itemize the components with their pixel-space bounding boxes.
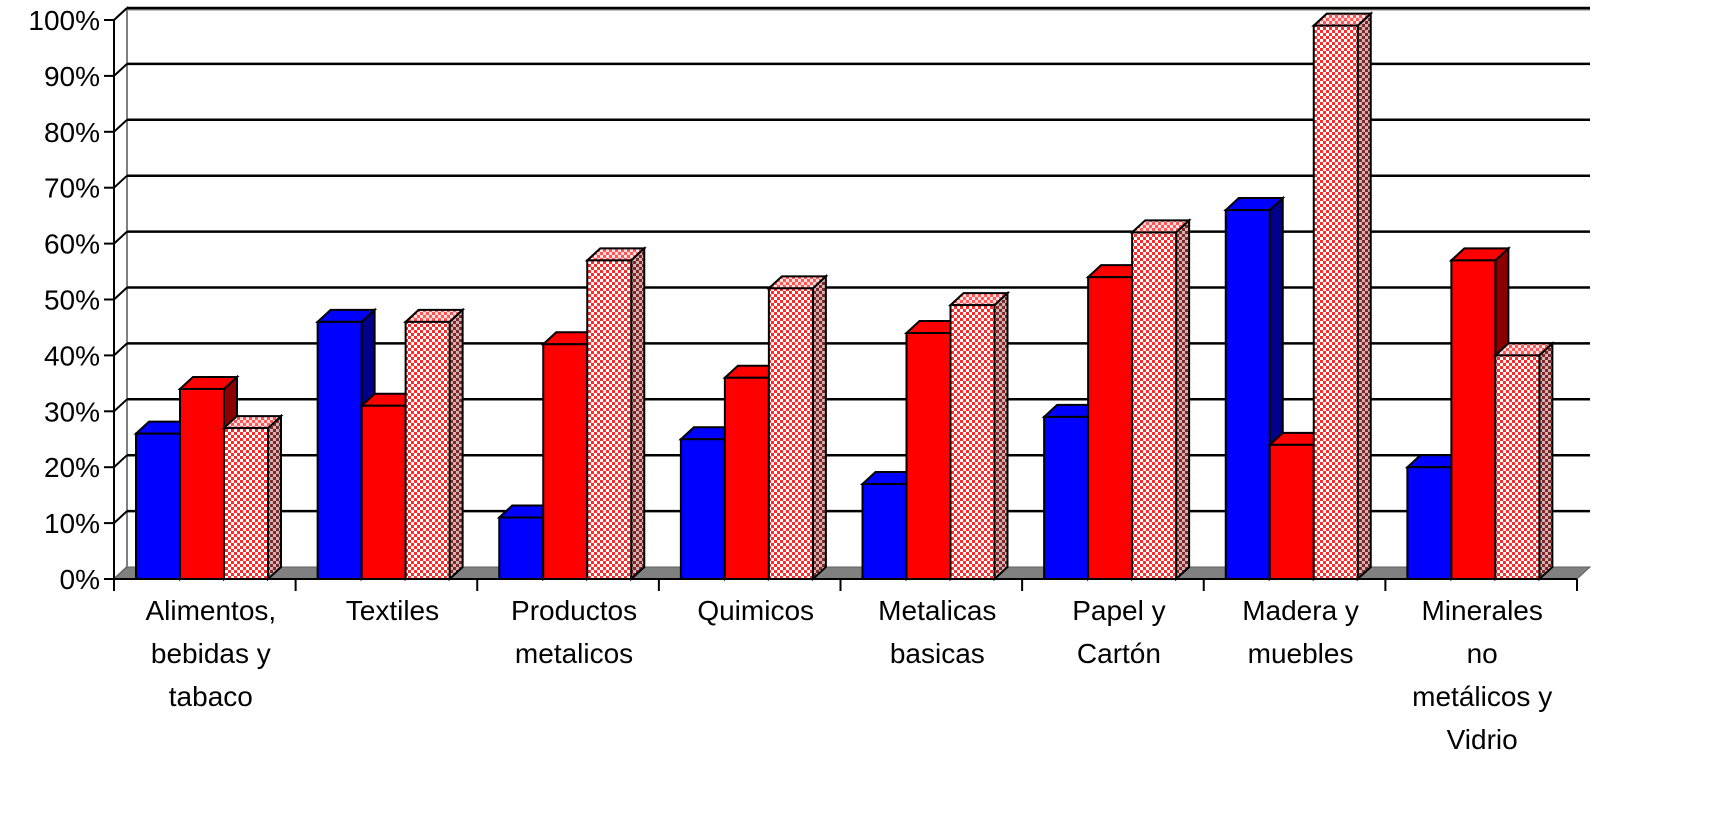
bar-front bbox=[949, 304, 996, 580]
bar-front bbox=[679, 438, 726, 580]
bar-front bbox=[498, 516, 545, 581]
y-tick-label: 20% bbox=[44, 452, 100, 483]
gridline-side bbox=[113, 398, 128, 413]
bars bbox=[133, 11, 1555, 582]
axes bbox=[104, 19, 1578, 591]
bar-side bbox=[1356, 11, 1372, 582]
gridline-side bbox=[113, 7, 128, 21]
y-tick-label: 0% bbox=[60, 564, 100, 595]
category-label: muebles bbox=[1248, 638, 1354, 669]
bar-side bbox=[267, 413, 282, 582]
bar-front bbox=[1406, 466, 1453, 581]
bar bbox=[1311, 11, 1374, 582]
y-tick-label: 30% bbox=[44, 396, 100, 427]
bar-front bbox=[861, 482, 908, 580]
bar bbox=[584, 246, 647, 582]
bar-front bbox=[586, 259, 633, 580]
bar bbox=[403, 307, 466, 582]
bar-side bbox=[1538, 341, 1554, 582]
bar-front bbox=[179, 387, 225, 580]
category-label: Cartón bbox=[1077, 638, 1161, 669]
bar bbox=[1129, 218, 1192, 582]
category-label: Vidrio bbox=[1447, 724, 1518, 755]
category-label: basicas bbox=[890, 638, 985, 669]
gridline-side bbox=[113, 63, 128, 77]
category-label: Quimicos bbox=[697, 595, 814, 626]
labels: 0% 10% 20% 30% 40% 50% 60% 70% 80% 90% 100% Aliment… bbox=[28, 5, 1552, 755]
y-tick-label: 90% bbox=[44, 61, 100, 92]
bar-side bbox=[630, 246, 646, 582]
gridline-side bbox=[113, 119, 128, 133]
y-tick-label: 50% bbox=[44, 285, 100, 316]
y-tick-label: 70% bbox=[44, 173, 100, 204]
bar-front bbox=[223, 427, 269, 580]
category-label: Madera y bbox=[1242, 595, 1359, 626]
bar-front bbox=[1043, 415, 1090, 581]
bar-front bbox=[542, 343, 589, 580]
category-label: tabaco bbox=[169, 681, 253, 712]
category-label: Papel y bbox=[1072, 595, 1165, 626]
bar bbox=[947, 290, 1011, 582]
bar-side bbox=[993, 290, 1009, 582]
bar-side bbox=[1175, 218, 1191, 582]
bar-front bbox=[135, 432, 181, 580]
y-tick-label: 40% bbox=[44, 340, 100, 371]
category-label: metalicos bbox=[515, 638, 633, 669]
bar-front bbox=[1494, 354, 1541, 580]
bar-front bbox=[360, 404, 407, 580]
category-label: Minerales bbox=[1421, 595, 1542, 626]
bar-front bbox=[767, 287, 814, 580]
bar-front bbox=[1087, 276, 1134, 580]
category-label: Textiles bbox=[346, 595, 439, 626]
gridline-side bbox=[113, 510, 128, 524]
gridline-side bbox=[113, 454, 128, 468]
gridline-side bbox=[113, 286, 128, 301]
bar-front bbox=[404, 320, 451, 580]
category-label: Alimentos, bbox=[145, 595, 276, 626]
bar-front bbox=[1312, 24, 1359, 580]
bar-front bbox=[316, 320, 363, 580]
gridline-side bbox=[113, 230, 128, 245]
y-tick-label: 100% bbox=[28, 5, 100, 36]
y-tick-label: 60% bbox=[44, 229, 100, 260]
category-label: metálicos y bbox=[1412, 681, 1552, 712]
category-label: Productos bbox=[511, 595, 637, 626]
bar bbox=[221, 413, 284, 582]
category-label: no bbox=[1467, 638, 1498, 669]
y-tick-label: 10% bbox=[44, 508, 100, 539]
category-label: Metalicas bbox=[878, 595, 996, 626]
bar-front bbox=[905, 332, 952, 581]
bar bbox=[766, 274, 829, 582]
bar-side bbox=[448, 307, 464, 582]
y-tick-label: 80% bbox=[44, 117, 100, 148]
gridline-side bbox=[113, 174, 128, 189]
bar-front bbox=[1450, 259, 1497, 580]
bar-front bbox=[723, 376, 770, 581]
category-label: bebidas y bbox=[151, 638, 271, 669]
bar bbox=[1492, 341, 1555, 582]
bar-front bbox=[1268, 443, 1315, 580]
bar-side bbox=[811, 274, 827, 582]
bar-front bbox=[1224, 209, 1271, 580]
bar-front bbox=[1131, 231, 1178, 580]
bar bbox=[903, 318, 967, 582]
gridline-side bbox=[113, 342, 128, 357]
